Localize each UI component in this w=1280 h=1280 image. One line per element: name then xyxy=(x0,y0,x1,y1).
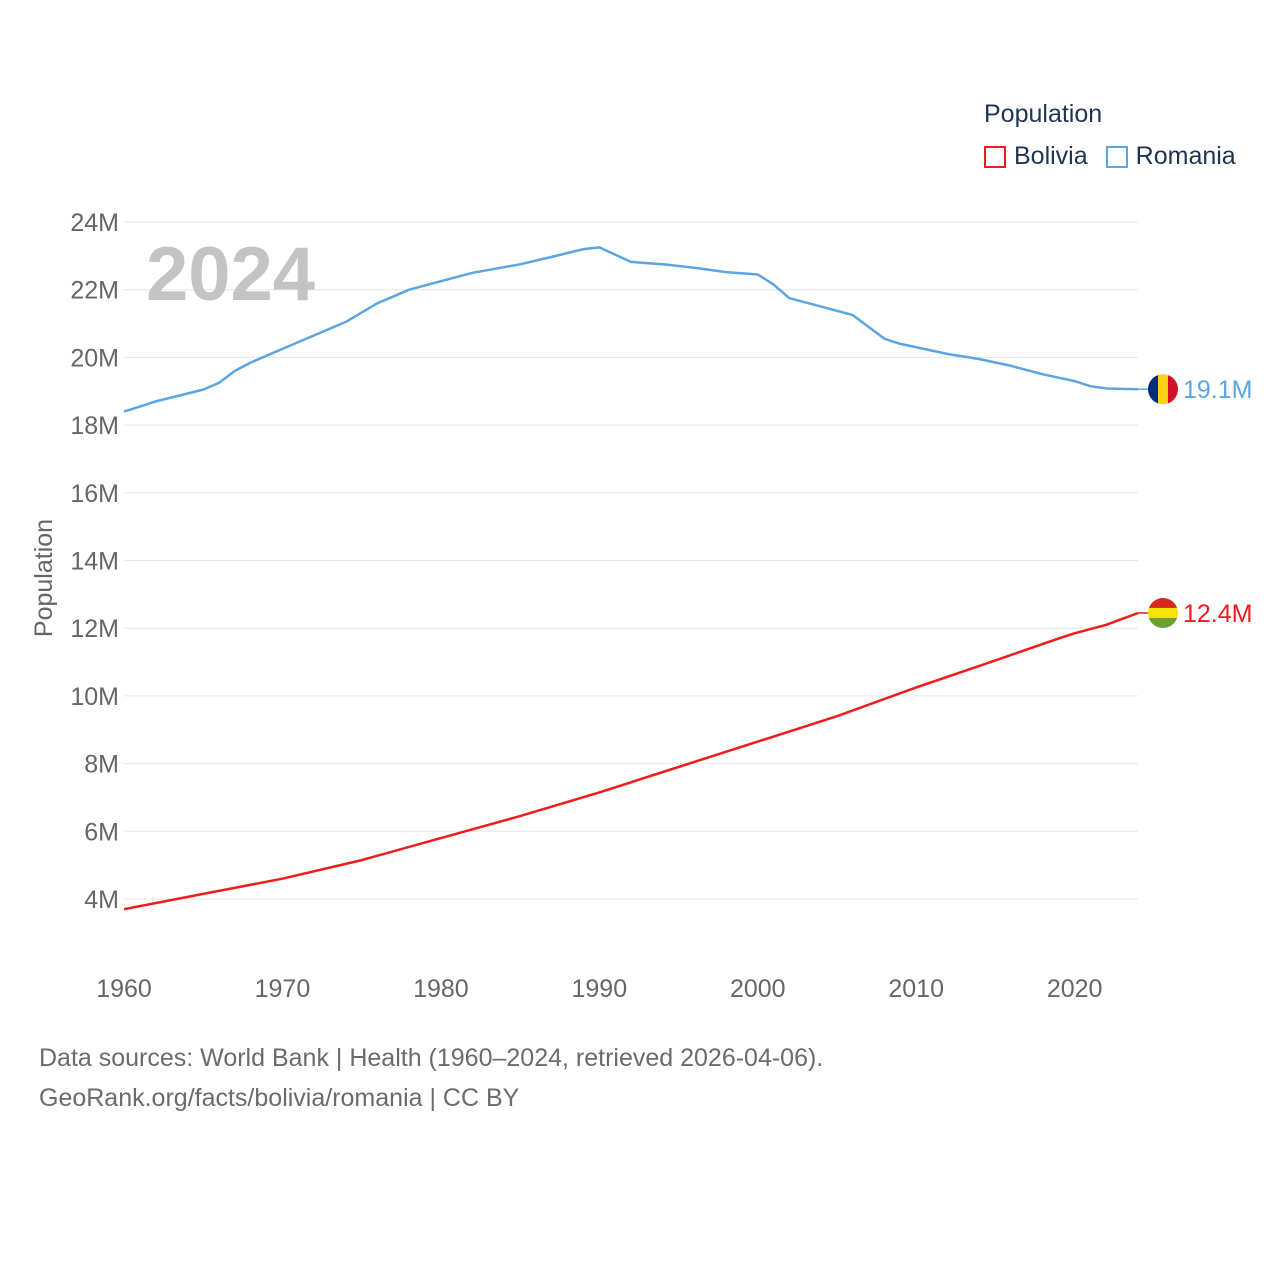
bolivia-flag-icon xyxy=(1148,597,1178,628)
y-tick-label: 18M xyxy=(70,412,119,440)
legend-item-romania[interactable]: Romania xyxy=(1105,142,1236,171)
x-tick-label: 2010 xyxy=(888,975,944,1003)
x-tick-label: 2000 xyxy=(730,975,786,1003)
y-tick-label: 22M xyxy=(70,277,119,305)
y-tick-label: 16M xyxy=(70,480,119,508)
end-value-label-bolivia: 12.4M xyxy=(1183,600,1252,628)
legend-swatch-romania xyxy=(1105,145,1128,168)
x-tick-label: 1980 xyxy=(413,975,469,1003)
legend-item-bolivia[interactable]: Bolivia xyxy=(984,142,1088,171)
y-axis-ticks: 4M 6M 8M 10M 12M 14M 16M 18M 20M 22M 24M xyxy=(70,209,119,914)
data-sources-note: Data sources: World Bank | Health (1960–… xyxy=(39,1044,824,1072)
legend: Bolivia Romania xyxy=(984,142,1254,171)
x-axis-ticks: 1960 1970 1980 1990 2000 2010 2020 xyxy=(96,975,1102,1003)
legend-label-bolivia: Bolivia xyxy=(1014,142,1088,170)
series-lines xyxy=(123,246,1139,911)
credit-link[interactable]: GeoRank.org/facts/bolivia/romania | CC B… xyxy=(39,1084,520,1112)
legend-label-romania: Romania xyxy=(1135,142,1236,170)
y-tick-label: 14M xyxy=(70,548,119,576)
y-tick-label: 4M xyxy=(84,886,119,914)
legend-title: Population xyxy=(984,100,1103,128)
x-tick-label: 1990 xyxy=(572,975,628,1003)
year-watermark: 2024 xyxy=(146,232,315,317)
y-tick-label: 6M xyxy=(84,818,119,846)
series-line-romania[interactable] xyxy=(123,246,1139,413)
gridlines xyxy=(124,221,1138,900)
series-end-markers: 19.1M 12.4M xyxy=(1138,374,1252,628)
x-tick-label: 1960 xyxy=(96,975,152,1003)
series-line-bolivia[interactable] xyxy=(123,611,1139,911)
romania-flag-icon xyxy=(1148,374,1178,405)
y-tick-label: 24M xyxy=(70,209,119,237)
x-tick-label: 1970 xyxy=(255,975,311,1003)
y-tick-label: 12M xyxy=(70,615,119,643)
y-tick-label: 8M xyxy=(84,751,119,779)
y-axis-label: Population xyxy=(30,519,58,637)
y-tick-label: 10M xyxy=(70,683,119,711)
x-tick-label: 2020 xyxy=(1047,975,1103,1003)
end-value-label-romania: 19.1M xyxy=(1183,376,1252,404)
y-tick-label: 20M xyxy=(70,344,119,372)
legend-swatch-bolivia xyxy=(984,145,1006,168)
